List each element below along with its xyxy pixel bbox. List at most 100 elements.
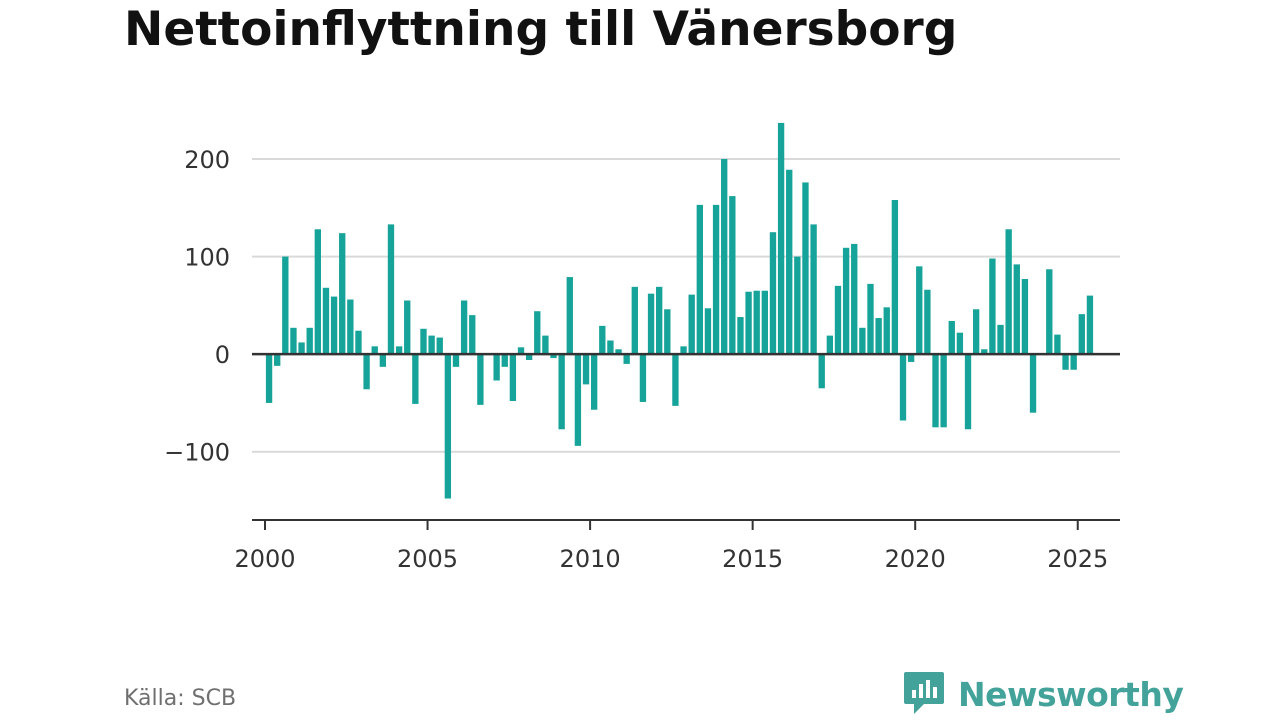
bar [436,337,443,355]
bar [883,307,890,355]
bar [712,204,720,355]
bar [826,335,834,355]
bar [306,327,313,355]
bar [810,224,817,355]
bar [460,300,468,355]
bar [981,349,988,355]
bar [428,335,435,355]
bar [664,309,671,355]
bar [322,287,330,355]
bar [493,354,500,381]
bar [696,204,703,355]
x-tick-label: 2000 [234,545,295,573]
bar [656,286,663,355]
bar [525,354,533,360]
bar [1021,279,1029,355]
bar [899,354,907,421]
bar [704,308,712,355]
bar [550,354,557,359]
bar [355,330,362,355]
newsworthy-logo-text: Newsworthy [958,674,1184,714]
x-tick-label: 2025 [1047,545,1108,573]
y-tick-label: 100 [184,244,230,272]
x-tick-label: 2010 [560,545,621,573]
bar [363,354,370,390]
bars [265,122,1094,499]
bar [940,354,947,428]
bar [948,320,955,355]
bar [347,299,354,355]
bar [786,169,793,355]
bar [672,354,679,406]
bar [339,233,346,355]
bar [964,354,972,430]
bar [477,354,484,405]
bar [558,354,565,430]
source-note: Källa: SCB [124,686,237,711]
chart-title: Nettoinflyttning till Vänersborg [124,2,958,57]
axes [252,352,1120,530]
bar [818,354,825,389]
bar [599,325,606,355]
newsworthy-logo-icon [904,672,944,714]
bar [623,354,630,364]
bar [737,317,744,355]
bar [1086,295,1094,355]
bar [834,285,842,355]
bar [534,311,541,355]
bar [859,327,866,355]
bar [452,354,460,367]
bar [745,291,752,355]
bar [1062,354,1069,370]
bar [1054,334,1061,355]
bar [330,296,338,355]
bar [566,277,573,355]
bar [274,354,281,366]
bar [631,286,638,355]
bar [282,256,289,355]
bar [794,256,801,355]
x-tick-label: 2015 [722,545,783,573]
y-tick-label: 0 [215,341,230,369]
bar [721,159,728,355]
bar [956,332,964,355]
bar [997,324,1004,355]
bar [314,229,322,355]
bar [1046,269,1053,355]
bar [1070,354,1077,370]
bar [412,354,419,404]
bar [371,346,378,355]
bar [1005,229,1012,355]
bar [509,354,517,401]
bar [501,354,508,367]
bar [615,349,622,355]
bar [1013,264,1020,355]
bar [761,290,769,355]
y-tick-label: −100 [164,439,230,467]
x-tick-label: 2020 [885,545,946,573]
bar [517,347,525,355]
bar [777,122,785,355]
bar [753,290,760,355]
bar [639,354,647,402]
bar [867,283,874,355]
bar [298,342,305,355]
bar [891,200,899,355]
y-axis-labels: 200 100 0 −100 [164,146,230,467]
bar [395,346,403,355]
bar [972,309,980,355]
bar [582,354,590,385]
bar [574,354,582,446]
bar [607,340,614,355]
bar [907,354,915,362]
bar [647,293,655,355]
bar [989,258,996,355]
bar [387,224,395,355]
bar [590,354,598,410]
bar [444,354,452,499]
bar [404,300,411,355]
bar [842,247,850,355]
bar [469,315,476,355]
x-tick-label: 2005 [397,545,458,573]
